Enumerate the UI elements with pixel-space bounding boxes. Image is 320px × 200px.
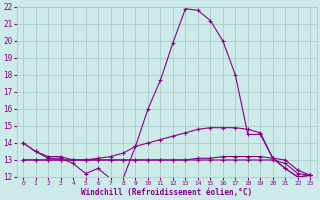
X-axis label: Windchill (Refroidissement éolien,°C): Windchill (Refroidissement éolien,°C) [81,188,252,197]
